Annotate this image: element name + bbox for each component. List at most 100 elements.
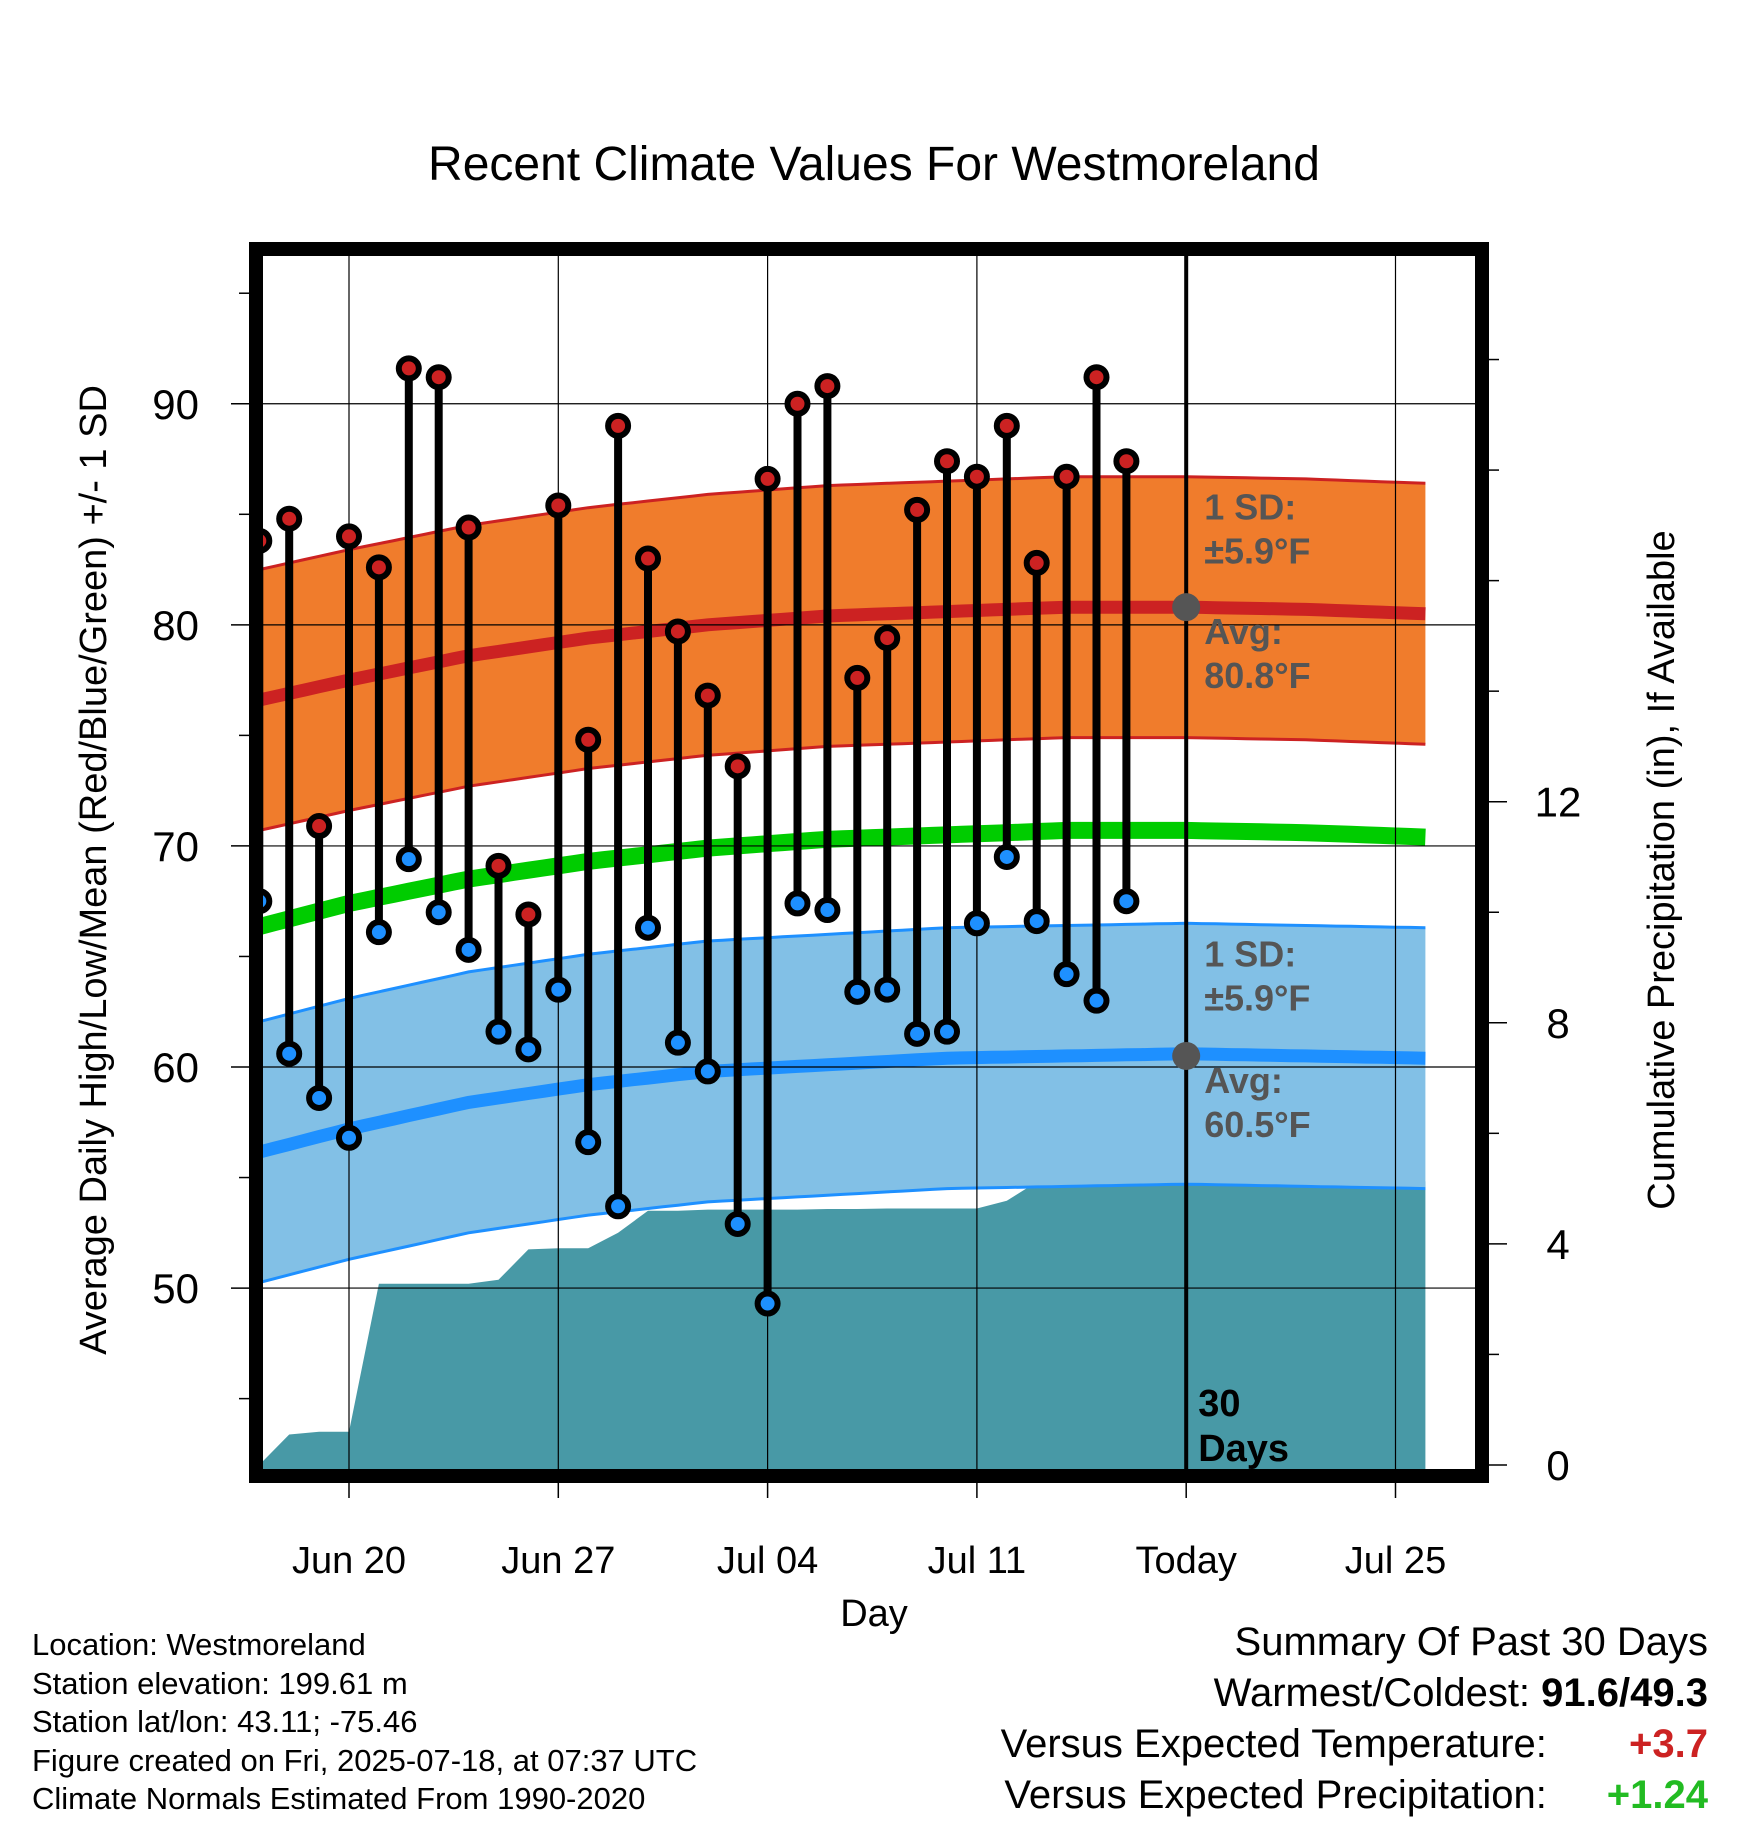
- high-marker-16: [724, 753, 751, 780]
- high-marker-24: [963, 463, 990, 490]
- high-marker-3: [336, 523, 362, 550]
- low-marker-7: [455, 936, 482, 963]
- low-upper-sd-line: [256, 921, 1426, 1025]
- y-tick-label-60: 60: [152, 1044, 199, 1091]
- plot-area: [256, 249, 1482, 1476]
- x-tick-label-0: Jun 20: [292, 1540, 406, 1582]
- low-marker-27: [1053, 961, 1080, 988]
- low-normal-line: [256, 1047, 1426, 1160]
- high-marker-1: [276, 505, 303, 532]
- high-marker-22: [904, 496, 931, 523]
- high-marker-14: [664, 618, 691, 645]
- high-marker-7: [455, 514, 482, 541]
- high-marker-15: [694, 682, 721, 709]
- summary-title: Summary Of Past 30 Days: [1234, 1620, 1708, 1664]
- low-marker-26: [1023, 908, 1050, 935]
- high-marker-11: [575, 726, 602, 753]
- high-marker-5: [395, 355, 422, 382]
- days-label-word: Days: [1198, 1428, 1289, 1470]
- high-marker-10: [545, 492, 572, 519]
- high-marker-2: [306, 813, 333, 840]
- x-tick-label-5: Jul 25: [1345, 1540, 1446, 1582]
- low-avg-label: Avg:: [1204, 1060, 1283, 1101]
- y2-tick-label-8: 8: [1546, 1000, 1569, 1047]
- high-marker-21: [874, 625, 901, 652]
- y-tick-label-80: 80: [152, 602, 199, 649]
- plot-frame: [249, 242, 1489, 1483]
- x-tick-label-3: Jul 11: [928, 1540, 1027, 1582]
- low-lower-sd-line: [256, 1182, 1426, 1285]
- high-marker-13: [635, 545, 661, 572]
- low-marker-3: [336, 1124, 362, 1151]
- high-marker-17: [754, 465, 781, 492]
- high-marker-9: [515, 901, 542, 928]
- x-tick-label-4: Today: [1135, 1540, 1236, 1582]
- x-tick-label-2: Jul 04: [717, 1540, 818, 1582]
- low-marker-11: [575, 1129, 602, 1156]
- location-text: Location: Westmoreland: [32, 1627, 366, 1662]
- low-marker-1: [276, 1040, 303, 1067]
- high-sd-value: ±5.9°F: [1204, 531, 1310, 572]
- low-marker-16: [724, 1210, 751, 1237]
- high-marker-12: [605, 412, 632, 439]
- y2-axis-label: Cumulative Precipitation (in), If Availa…: [1641, 530, 1683, 1209]
- summary-temp-row: Versus Expected Temperature: +3.7: [1001, 1719, 1708, 1770]
- low-marker-29: [1113, 888, 1140, 915]
- low-marker-12: [605, 1193, 632, 1220]
- high-marker-19: [814, 373, 841, 400]
- low-marker-5: [395, 846, 422, 873]
- high-marker-25: [993, 412, 1020, 439]
- low-marker-23: [934, 1018, 960, 1045]
- y2-tick-label-4: 4: [1546, 1221, 1569, 1268]
- high-marker-8: [485, 852, 512, 879]
- today-high-normal-marker: [1172, 593, 1201, 622]
- high-marker-6: [425, 364, 452, 391]
- station-metadata: Location: Westmoreland Station elevation…: [32, 1626, 697, 1819]
- high-marker-23: [934, 448, 960, 475]
- low-marker-22: [904, 1020, 931, 1047]
- high-marker-26: [1023, 549, 1050, 576]
- x-tick-label-1: Jun 27: [501, 1540, 615, 1582]
- low-marker-4: [365, 919, 392, 946]
- precip-anomaly-value: +1.24: [1606, 1773, 1708, 1817]
- high-marker-27: [1053, 463, 1080, 490]
- high-marker-29: [1113, 448, 1140, 475]
- high-sd-band: [256, 476, 1426, 832]
- high-avg-label: Avg:: [1204, 611, 1283, 652]
- y2-tick-label-0: 0: [1546, 1442, 1569, 1489]
- low-marker-21: [874, 976, 901, 1003]
- summary-warm-cold-row: Warmest/Coldest: 91.6/49.3: [1001, 1668, 1708, 1719]
- low-sd-value: ±5.9°F: [1204, 977, 1310, 1018]
- high-sd-label: 1 SD:: [1204, 487, 1296, 528]
- summary-precip-row: Versus Expected Precipitation: +1.24: [1001, 1770, 1708, 1821]
- summary-panel: Summary Of Past 30 Days Warmest/Coldest:…: [1001, 1617, 1708, 1821]
- low-marker-13: [635, 914, 661, 941]
- temp-anomaly-value: +3.7: [1629, 1722, 1708, 1766]
- low-marker-17: [754, 1290, 781, 1317]
- days-label-number: 30: [1198, 1383, 1240, 1425]
- normals-text: Climate Normals Estimated From 1990-2020: [32, 1781, 646, 1816]
- low-sd-label: 1 SD:: [1204, 933, 1296, 974]
- high-marker-20: [844, 664, 871, 691]
- y-axis-label: Average Daily High/Low/Mean (Red/Blue/Gr…: [73, 385, 115, 1355]
- elevation-text: Station elevation: 199.61 m: [32, 1665, 408, 1701]
- low-marker-15: [694, 1058, 721, 1085]
- latlon-text: Station lat/lon: 43.11; -75.46: [32, 1704, 418, 1739]
- low-avg-value: 60.5°F: [1204, 1104, 1310, 1145]
- low-marker-14: [664, 1029, 691, 1056]
- y-tick-label-90: 90: [152, 381, 199, 428]
- warm-cold-value: 91.6/49.3: [1541, 1671, 1708, 1715]
- low-marker-6: [425, 899, 452, 926]
- low-marker-28: [1083, 987, 1110, 1014]
- high-marker-4: [365, 554, 392, 581]
- low-marker-20: [844, 978, 871, 1005]
- high-marker-28: [1083, 364, 1110, 391]
- temp-anomaly-label: Versus Expected Temperature:: [1000, 1722, 1547, 1766]
- high-marker-18: [784, 390, 811, 417]
- low-marker-9: [515, 1036, 542, 1063]
- low-marker-10: [545, 976, 572, 1003]
- precip-area: [256, 1181, 1426, 1476]
- high-avg-value: 80.8°F: [1204, 655, 1310, 696]
- x-axis-label: Day: [840, 1593, 908, 1635]
- low-marker-25: [993, 843, 1020, 870]
